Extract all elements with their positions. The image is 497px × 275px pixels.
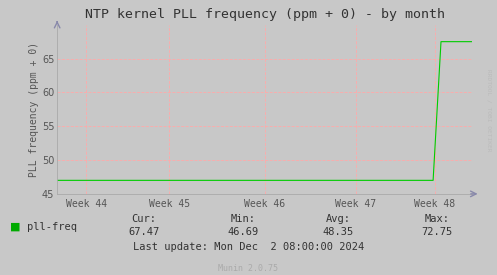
Text: RRDTOOL / TOBI OETIKER: RRDTOOL / TOBI OETIKER [487, 69, 492, 151]
Text: Min:: Min: [231, 214, 256, 224]
Title: NTP kernel PLL frequency (ppm + 0) - by month: NTP kernel PLL frequency (ppm + 0) - by … [84, 8, 445, 21]
Text: Avg:: Avg: [326, 214, 350, 224]
Text: ■: ■ [10, 222, 20, 232]
Text: Last update: Mon Dec  2 08:00:00 2024: Last update: Mon Dec 2 08:00:00 2024 [133, 243, 364, 252]
Text: 67.47: 67.47 [129, 227, 160, 237]
Text: 46.69: 46.69 [228, 227, 259, 237]
Text: 72.75: 72.75 [422, 227, 453, 237]
Y-axis label: PLL frequency (ppm + 0): PLL frequency (ppm + 0) [29, 42, 39, 177]
Text: Munin 2.0.75: Munin 2.0.75 [219, 264, 278, 273]
Text: pll-freq: pll-freq [27, 222, 78, 232]
Text: Max:: Max: [425, 214, 450, 224]
Text: Cur:: Cur: [132, 214, 157, 224]
Text: 48.35: 48.35 [323, 227, 353, 237]
